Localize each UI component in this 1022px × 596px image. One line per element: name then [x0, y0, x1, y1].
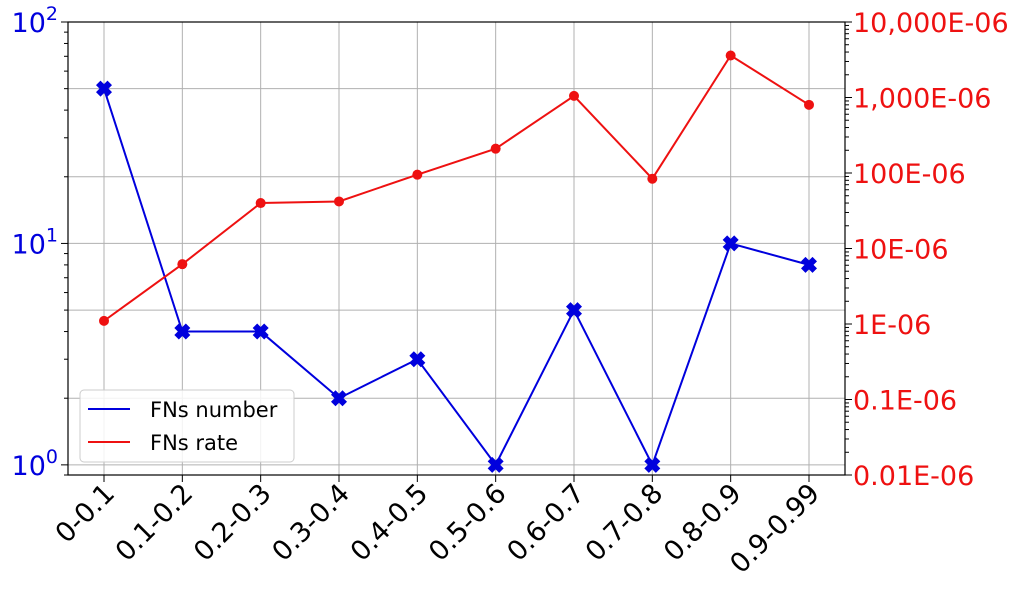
x-axis: 0-0.10.1-0.20.2-0.30.3-0.40.4-0.50.5-0.6… [50, 475, 826, 580]
x-tick-label: 0.2-0.3 [188, 478, 278, 568]
series-line [103, 54, 810, 322]
rate-marker [334, 196, 344, 207]
x-tick-label: 0.5-0.6 [423, 478, 513, 568]
rate-marker [804, 99, 814, 110]
legend-label: FNs rate [150, 431, 238, 455]
count-marker [722, 235, 739, 252]
right-tick-label: 0.01E-06 [853, 461, 974, 492]
rate-marker [412, 169, 423, 180]
x-tick-label: 0.3-0.4 [266, 478, 356, 568]
count-marker [331, 390, 347, 407]
legend-box [79, 389, 295, 463]
count-marker [487, 456, 504, 473]
left-tick-label-base: 10 [12, 229, 46, 260]
left-tick-label: 101 [12, 224, 58, 260]
left-tick-label: 102 [12, 3, 58, 39]
left-tick-label-base: 10 [12, 451, 46, 482]
rate-marker [255, 198, 266, 209]
left-tick-label-exponent: 0 [46, 446, 58, 468]
right-tick-label: 1,000E-06 [853, 84, 991, 115]
rate-marker [177, 259, 188, 270]
count-marker [801, 256, 817, 273]
left-tick-label-base: 10 [12, 8, 46, 39]
right-tick-label: 10E-06 [853, 235, 949, 266]
left-tick-label: 100 [12, 446, 58, 482]
count-marker [644, 456, 661, 473]
count-marker [174, 323, 191, 340]
right-tick-label: 100E-06 [853, 159, 966, 190]
left-tick-label-exponent: 1 [46, 224, 58, 246]
right-tick-label: 0.1E-06 [853, 386, 957, 417]
count-marker [252, 323, 269, 340]
right-tick-label: 1E-06 [853, 310, 931, 341]
x-tick-label: 0.6-0.7 [501, 478, 591, 568]
rate-marker [725, 50, 736, 61]
series-fns-rate [99, 50, 814, 326]
grid [68, 21, 845, 475]
legend-label: FNs number [150, 398, 278, 422]
series-fns-number [96, 80, 817, 473]
rate-marker [99, 315, 109, 326]
x-tick-label: 0-0.1 [50, 478, 121, 549]
rate-marker [647, 173, 658, 184]
legend: FNs number FNs rate [79, 389, 295, 463]
series-layer [96, 50, 817, 473]
left-tick-label-exponent: 2 [46, 3, 58, 25]
right-y-axis: 0.01E-06 0.1E-06 1E-06 10E-06 100E-06 1,000E-… [845, 8, 1009, 492]
right-tick-label: 10,000E-06 [853, 8, 1009, 39]
rate-marker [569, 90, 579, 101]
count-marker [96, 80, 112, 97]
series-line [103, 88, 810, 468]
rate-marker [490, 143, 501, 154]
x-tick-label: 0.1-0.2 [110, 478, 200, 568]
x-tick-label: 0.4-0.5 [345, 478, 435, 568]
x-tick-label: 0.7-0.8 [580, 478, 670, 568]
count-marker [409, 351, 426, 368]
count-marker [566, 302, 582, 319]
